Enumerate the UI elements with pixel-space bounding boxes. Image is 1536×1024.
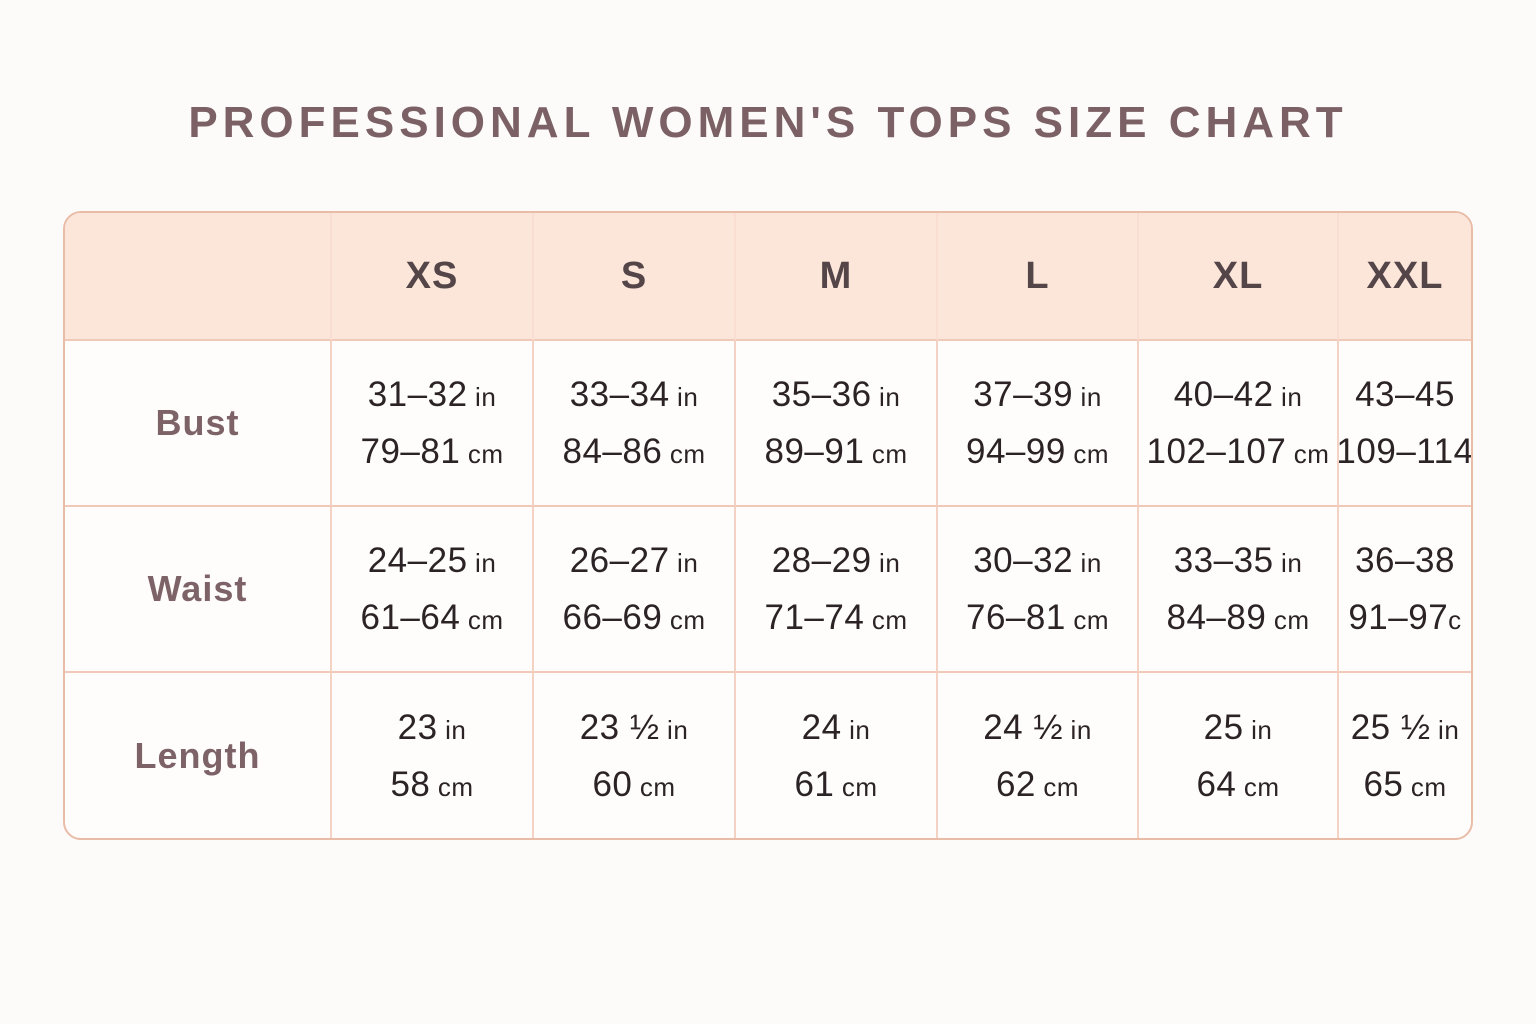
header-cell-xl: XL	[1139, 213, 1339, 341]
cell-bust-l: 37–39 in 94–99 cm	[938, 341, 1139, 507]
value-line-cm: 64 cm	[1196, 764, 1280, 804]
page-title: PROFESSIONAL WOMEN'S TOPS SIZE CHART	[188, 98, 1348, 147]
value-line-in: 24 in	[801, 707, 871, 747]
header-label: XXL	[1366, 254, 1444, 297]
row-label-text: Waist	[147, 568, 248, 609]
value-line-in: 36–38	[1355, 541, 1455, 580]
header-cell-empty	[65, 213, 332, 341]
cell-waist-m: 28–29 in 71–74 cm	[736, 507, 938, 673]
header-label: S	[620, 254, 648, 297]
cell-length-m: 24 in 61 cm	[736, 673, 938, 838]
value-line-cm: 65 cm	[1363, 764, 1447, 804]
value-line-in: 40–42 in	[1173, 375, 1303, 414]
value-line-in: 28–29 in	[771, 541, 901, 580]
cell-waist-xl: 33–35 in 84–89 cm	[1139, 507, 1339, 673]
value-line-cm: 60 cm	[592, 764, 676, 804]
header-label: XL	[1212, 254, 1264, 297]
value-line-cm: 79–81 cm	[360, 432, 504, 471]
value-line-in: 24 ½ in	[983, 707, 1092, 747]
value-line-cm: 91–97c	[1348, 598, 1462, 637]
value-line-cm: 102–107 cm	[1146, 432, 1330, 471]
value-line-cm: 84–89 cm	[1166, 598, 1310, 637]
cell-length-xxl: 25 ½ in 65 cm	[1339, 673, 1471, 838]
cell-bust-xl: 40–42 in 102–107 cm	[1139, 341, 1339, 507]
cell-bust-s: 33–34 in 84–86 cm	[534, 341, 736, 507]
value-line-cm: 84–86 cm	[562, 432, 706, 471]
value-line-in: 31–32 in	[367, 375, 497, 414]
cell-length-s: 23 ½ in 60 cm	[534, 673, 736, 838]
cell-length-xl: 25 in 64 cm	[1139, 673, 1339, 838]
value-line-in: 33–34 in	[569, 375, 699, 414]
value-line-cm: 62 cm	[995, 764, 1080, 804]
value-line-in: 26–27 in	[569, 541, 699, 580]
header-cell-xs: XS	[332, 213, 534, 341]
value-line-in: 33–35 in	[1173, 541, 1303, 580]
cell-waist-s: 26–27 in 66–69 cm	[534, 507, 736, 673]
row-label-waist: Waist	[65, 507, 332, 673]
row-label-text: Bust	[155, 402, 240, 443]
value-line-in: 43–45	[1355, 375, 1455, 414]
header-cell-xxl: XXL	[1339, 213, 1471, 341]
value-line-in: 25 ½ in	[1350, 707, 1460, 747]
row-label-length: Length	[65, 673, 332, 838]
value-line-cm: 61 cm	[794, 764, 878, 804]
row-label-text: Length	[134, 734, 261, 776]
header-cell-s: S	[534, 213, 736, 341]
value-line-cm: 71–74 cm	[764, 598, 908, 637]
cell-bust-m: 35–36 in 89–91 cm	[736, 341, 938, 507]
header-cell-l: L	[938, 213, 1139, 341]
cell-waist-l: 30–32 in 76–81 cm	[938, 507, 1139, 673]
value-line-cm: 61–64 cm	[360, 598, 504, 637]
header-label: L	[1025, 254, 1050, 297]
cell-waist-xxl: 36–38 91–97c	[1339, 507, 1471, 673]
value-line-in: 24–25 in	[367, 541, 497, 580]
cell-length-l: 24 ½ in 62 cm	[938, 673, 1139, 838]
value-line-in: 30–32 in	[973, 541, 1102, 580]
value-line-cm: 89–91 cm	[764, 432, 908, 471]
value-line-cm: 58 cm	[390, 764, 474, 804]
header-label: XS	[405, 254, 459, 297]
header-label: M	[819, 254, 853, 297]
value-line-cm: 94–99 cm	[965, 432, 1109, 471]
size-chart-table: XS S M L XL XXL Bust 31–32 in 79–81 cm 3…	[63, 211, 1473, 840]
value-line-in: 23 ½ in	[579, 707, 689, 747]
cell-bust-xs: 31–32 in 79–81 cm	[332, 341, 534, 507]
value-line-cm: 66–69 cm	[562, 598, 706, 637]
value-line-in: 35–36 in	[771, 375, 901, 414]
value-line-in: 25 in	[1203, 707, 1273, 747]
cell-length-xs: 23 in 58 cm	[332, 673, 534, 838]
header-cell-m: M	[736, 213, 938, 341]
cell-waist-xs: 24–25 in 61–64 cm	[332, 507, 534, 673]
value-line-cm: 76–81 cm	[965, 598, 1109, 637]
row-label-bust: Bust	[65, 341, 332, 507]
value-line-cm: 109–114	[1339, 432, 1471, 471]
cell-bust-xxl: 43–45 109–114	[1339, 341, 1471, 507]
value-line-in: 37–39 in	[973, 375, 1102, 414]
value-line-in: 23 in	[397, 707, 467, 747]
